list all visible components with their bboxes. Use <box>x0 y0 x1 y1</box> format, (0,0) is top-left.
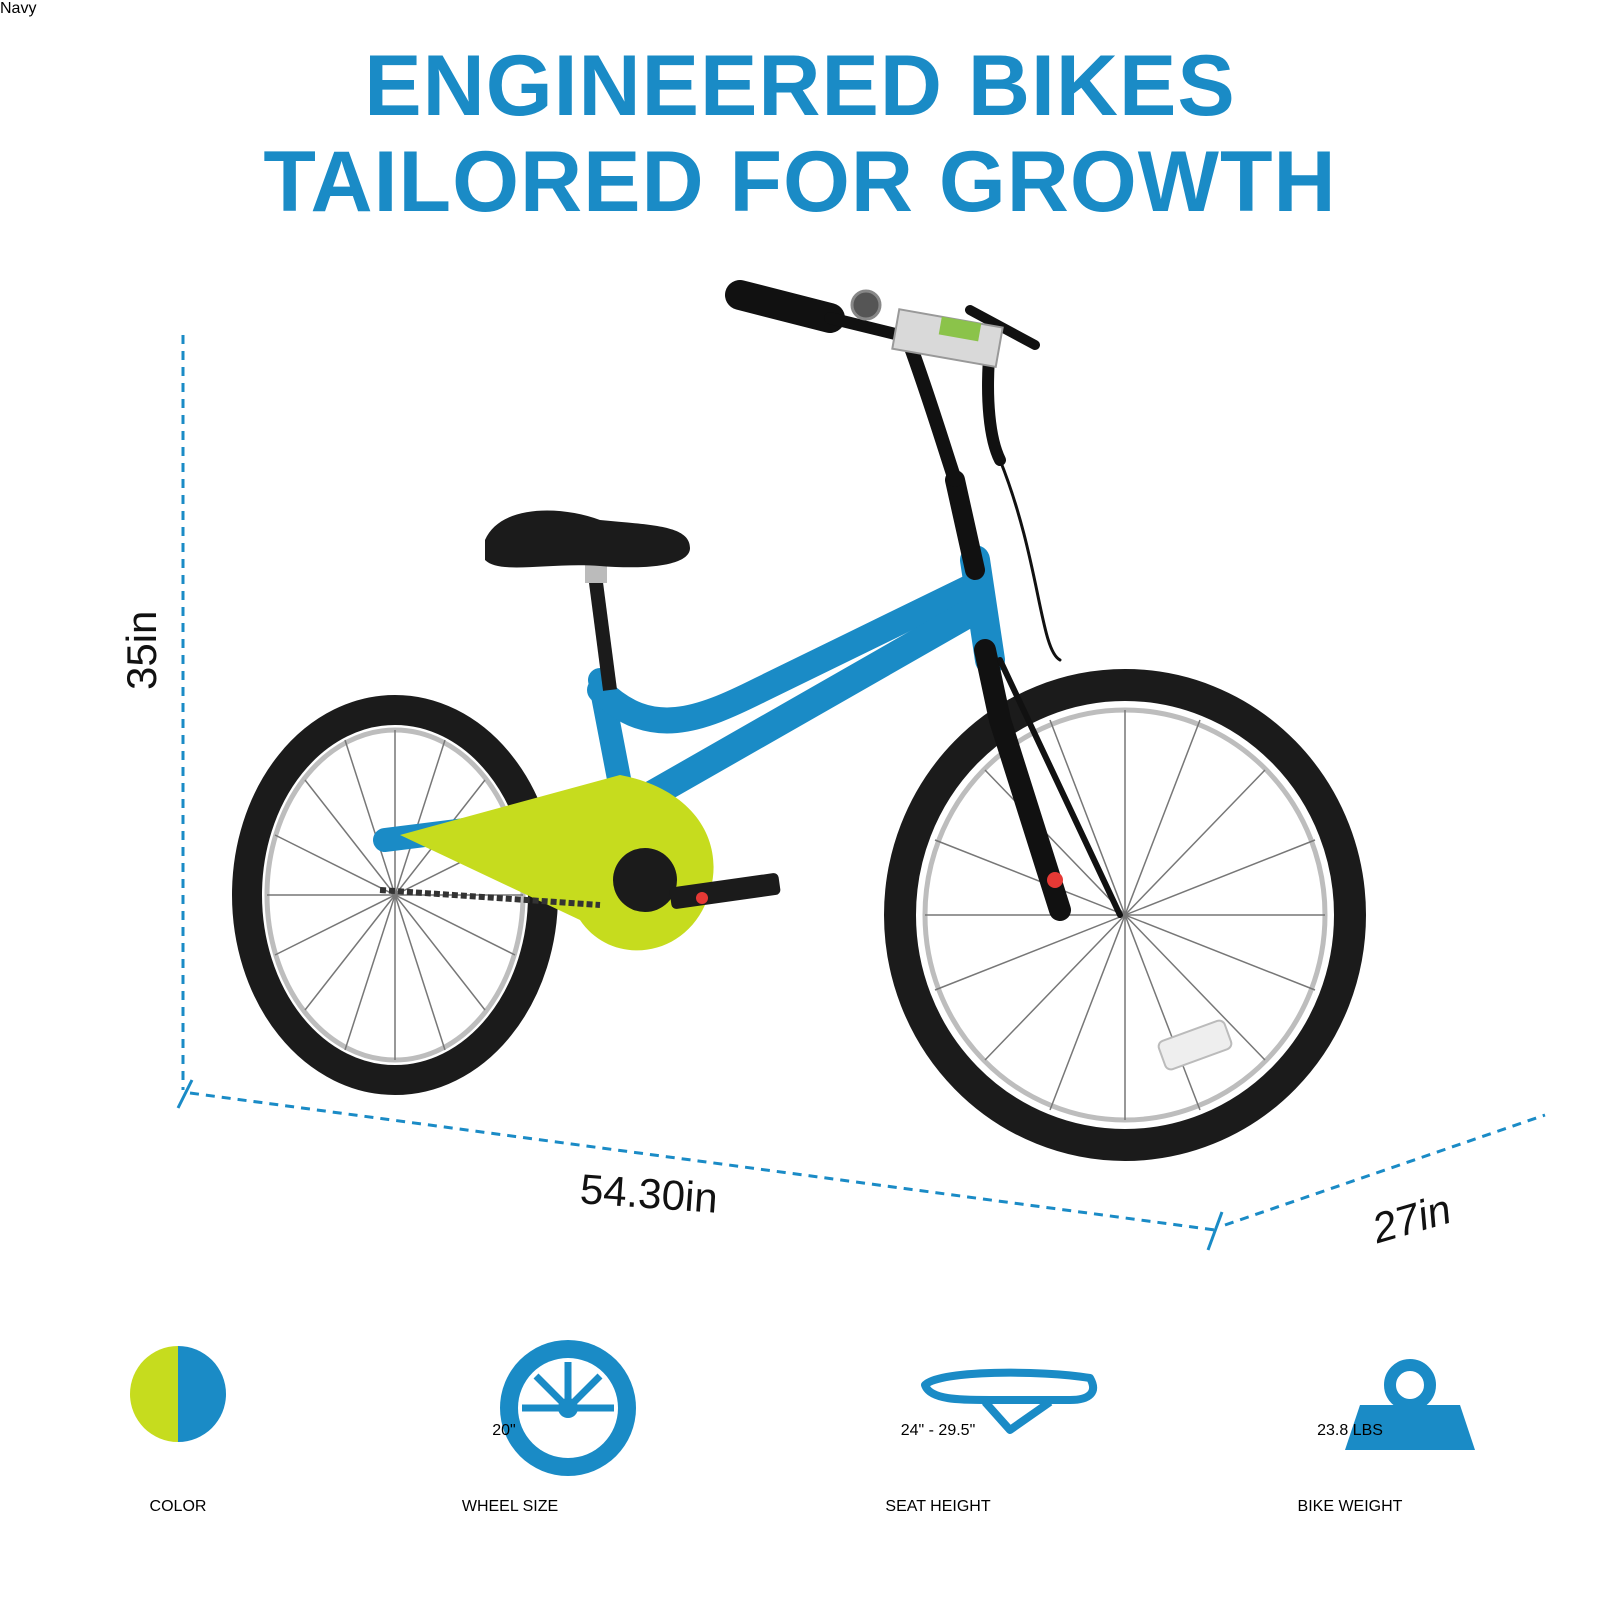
wheel-size-value: 20" <box>492 1422 516 1439</box>
headline-line-1: ENGINEERED BIKES <box>364 38 1236 134</box>
bike-frame <box>373 545 1005 852</box>
wheel-size-caption: WHEEL SIZE <box>461 1498 559 1515</box>
headline-line-2: TAILORED FOR GROWTH <box>263 134 1337 230</box>
color-caption: COLOR <box>149 1498 207 1515</box>
dimension-ticks <box>176 1079 1224 1251</box>
length-dimension-label: 54.30in <box>578 1165 720 1222</box>
wheel-icon <box>500 1340 636 1476</box>
chain-guard <box>379 775 714 951</box>
seat <box>485 510 690 691</box>
front-fork <box>974 639 1123 921</box>
bike-weight-caption: BIKE WEIGHT <box>1297 1498 1403 1515</box>
rear-wheel <box>232 695 558 1095</box>
depth-dimension-line <box>1224 1113 1546 1227</box>
seat-height-value: 24" - 29.5" <box>900 1422 976 1439</box>
seat-icon <box>921 1368 1098 1434</box>
spec-color: Navy COLOR <box>0 0 1600 1515</box>
pedal <box>669 873 781 909</box>
dimension-lines <box>181 335 1546 1232</box>
length-dimension-line <box>189 1091 1216 1232</box>
color-value: Navy <box>0 0 37 17</box>
height-dimension-label: 35in <box>118 610 165 690</box>
front-wheel <box>884 669 1366 1161</box>
bike-weight-value: 23.8 LBS <box>1317 1422 1383 1439</box>
seat-height-caption: SEAT HEIGHT <box>885 1498 991 1515</box>
headline: ENGINEERED BIKES TAILORED FOR GROWTH <box>0 38 1600 230</box>
color-swatch-icon <box>130 1346 226 1442</box>
weight-icon <box>1345 1359 1475 1450</box>
